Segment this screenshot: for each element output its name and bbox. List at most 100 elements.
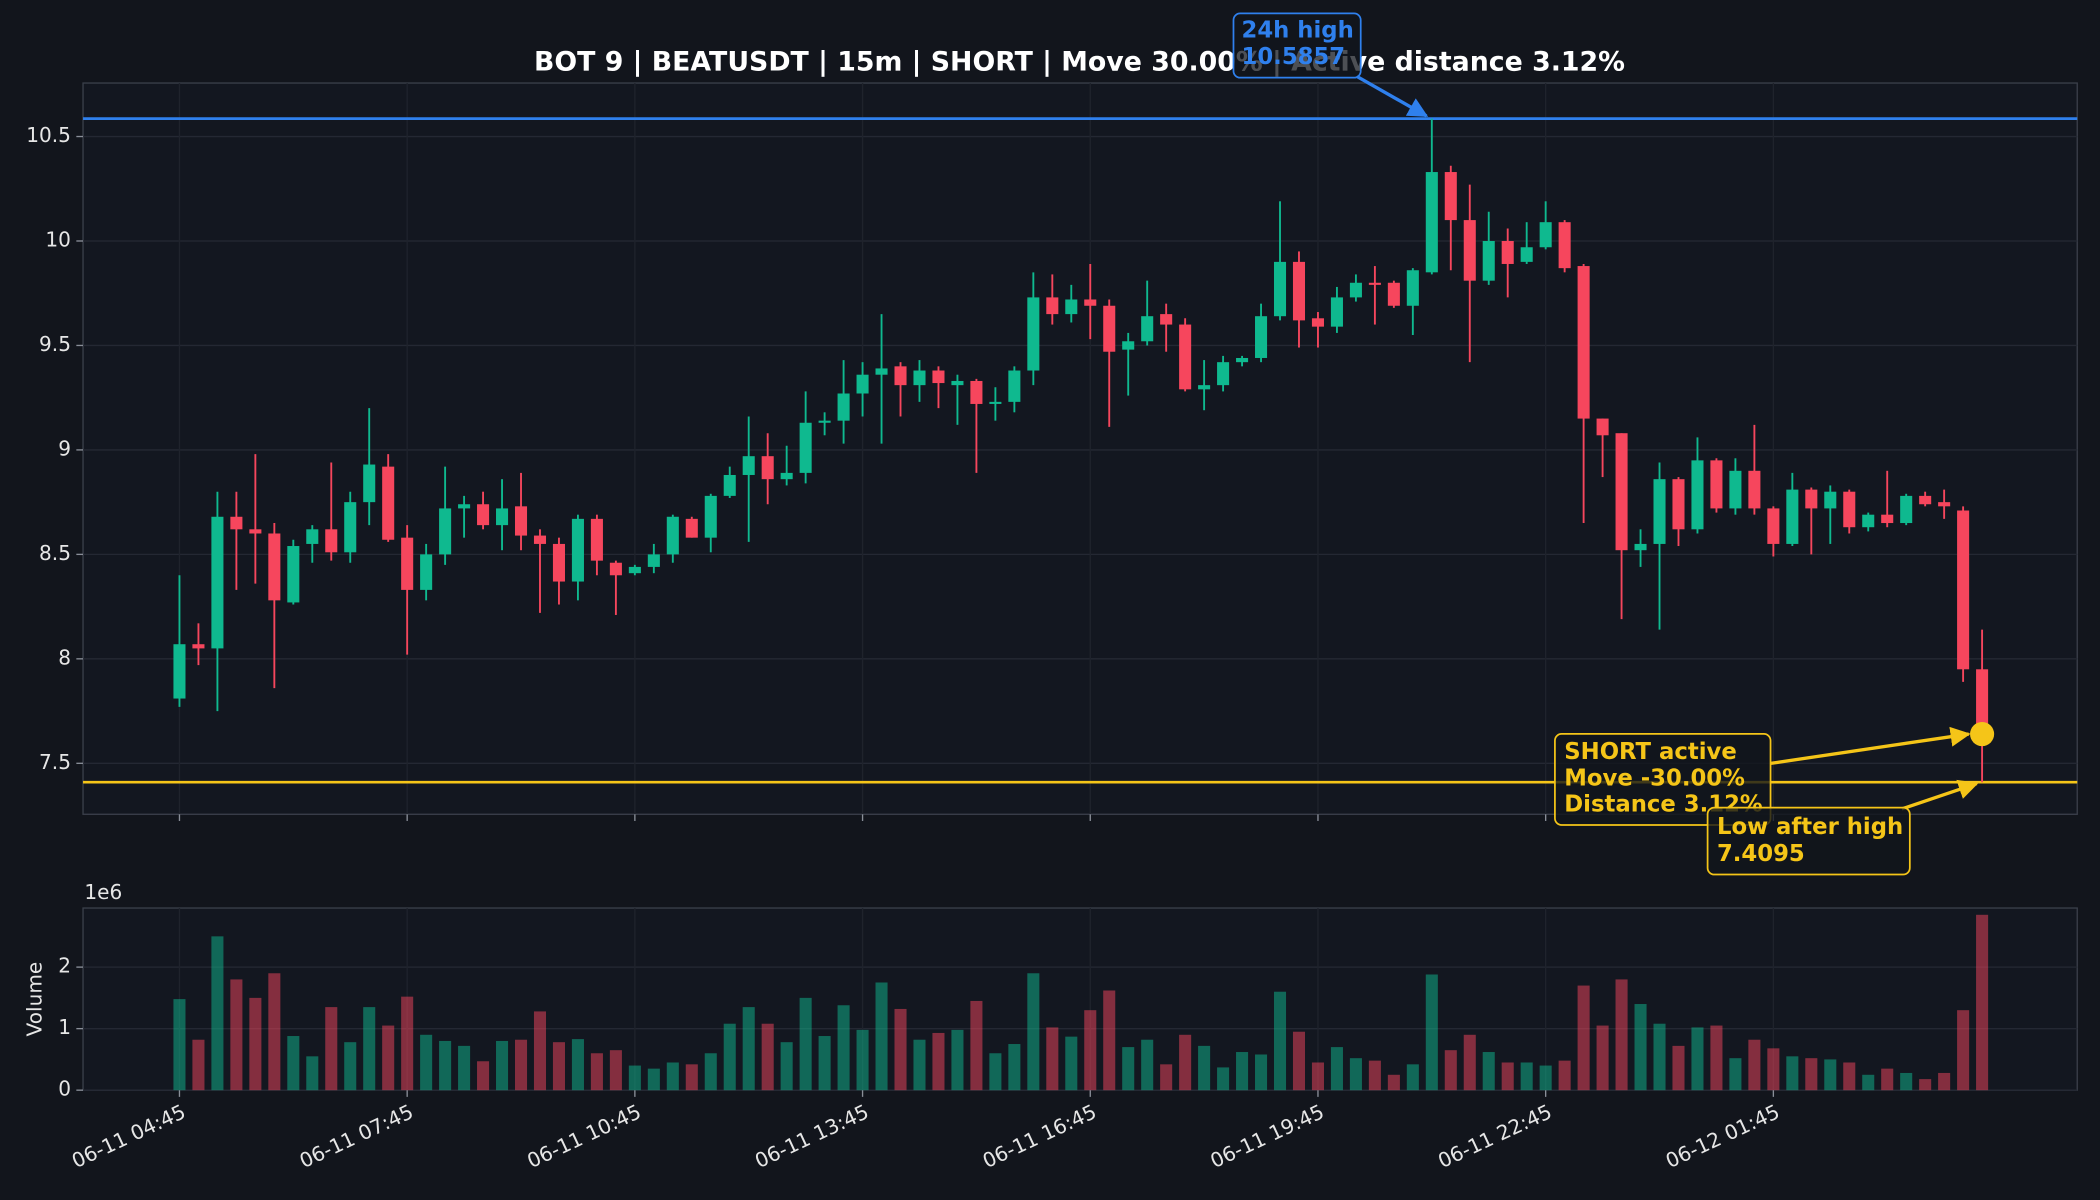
volume-bar: [1938, 1072, 1951, 1091]
candle-body: [761, 456, 774, 480]
candle-body: [1046, 297, 1059, 315]
candle-body: [818, 420, 831, 423]
volume-bar: [1065, 1036, 1078, 1091]
volume-bar: [1084, 1010, 1097, 1091]
volume-bar: [1406, 1064, 1419, 1091]
candle-body: [609, 562, 622, 576]
y-tick-label: 7.5: [39, 750, 71, 774]
candle-body: [306, 529, 319, 544]
candle-body: [420, 554, 433, 590]
volume-bar: [1349, 1058, 1362, 1091]
candle-body: [1141, 316, 1154, 342]
volume-panel: [82, 907, 2078, 1091]
volume-bar: [685, 1064, 698, 1091]
candle-body: [192, 644, 205, 649]
candle-body: [1103, 305, 1116, 352]
volume-bar: [325, 1007, 338, 1091]
volume-scale-label: 1e6: [84, 880, 122, 904]
volume-bar: [1008, 1044, 1021, 1091]
volume-bar: [1046, 1027, 1059, 1091]
annotation-label: Low after high: [1717, 814, 1903, 840]
annotation-arrow: [1901, 779, 1979, 811]
volume-bar: [571, 1039, 584, 1091]
volume-bar: [780, 1042, 793, 1091]
volume-bar: [1141, 1039, 1154, 1091]
volume-bar: [590, 1053, 603, 1091]
candle-body: [382, 466, 395, 540]
y-tick-label: 9: [58, 436, 71, 460]
y-tick-label: 9.5: [39, 332, 71, 356]
candle-body: [1349, 282, 1362, 298]
volume-bar: [173, 999, 186, 1091]
candle-body: [1330, 297, 1343, 327]
volume-bar: [723, 1023, 736, 1091]
candle-body: [1160, 314, 1173, 325]
volume-bar: [458, 1045, 471, 1091]
volume-bar: [439, 1040, 452, 1091]
volume-bar: [420, 1034, 433, 1091]
volume-bar: [1729, 1058, 1742, 1091]
y-tick-label: 2: [58, 954, 71, 978]
candle-body: [1824, 491, 1837, 509]
volume-bar: [856, 1029, 869, 1091]
y-tick-label: 1: [58, 1015, 71, 1039]
candle-body: [1862, 514, 1875, 528]
candle-body: [1653, 479, 1666, 544]
volume-bar: [1691, 1027, 1704, 1091]
candle-body: [1938, 502, 1951, 507]
volume-bar: [306, 1056, 319, 1091]
volume-bar: [1881, 1068, 1894, 1091]
candle-body: [647, 554, 660, 567]
volume-bar: [1198, 1045, 1211, 1091]
candle-body: [1273, 261, 1287, 317]
volume-bar: [1179, 1034, 1192, 1091]
volume-bar: [1900, 1072, 1913, 1091]
candle-body: [1729, 470, 1742, 509]
volume-bar: [1634, 1004, 1647, 1091]
candle-body: [268, 533, 281, 601]
candle-body: [1406, 270, 1419, 306]
candle-body: [1292, 261, 1306, 321]
volume-bar: [249, 997, 262, 1091]
candle-body: [742, 456, 755, 475]
volume-bar: [1653, 1023, 1666, 1091]
volume-bar: [1444, 1050, 1457, 1091]
y-tick-label: 10: [45, 227, 71, 251]
candle-body: [1577, 266, 1590, 419]
candle-body: [1748, 470, 1761, 509]
y-tick-label: 10.5: [26, 123, 71, 147]
volume-bar: [1710, 1025, 1723, 1091]
candle-body: [533, 535, 547, 544]
volume-bar: [1957, 1010, 1970, 1091]
candle-body: [1615, 433, 1628, 551]
volume-bar: [1463, 1034, 1476, 1091]
candle-body: [894, 366, 907, 386]
candle-body: [704, 495, 717, 538]
volume-bar: [1805, 1058, 1818, 1091]
volume-bar: [1103, 990, 1116, 1091]
candle-body: [590, 518, 603, 561]
volume-bar: [1236, 1052, 1249, 1091]
volume-bar: [1387, 1074, 1400, 1091]
volume-bar: [1273, 991, 1287, 1091]
volume-bar: [1558, 1060, 1571, 1091]
candle-body: [401, 537, 414, 590]
candle-body: [628, 566, 641, 574]
candle-body: [970, 380, 983, 404]
candle-body: [1122, 341, 1135, 350]
candle-body: [780, 472, 793, 480]
candle-body: [439, 508, 452, 555]
volume-axis-label: Volume: [23, 962, 47, 1037]
candle-body: [1881, 514, 1894, 524]
candle-body: [1236, 357, 1249, 363]
annotation-box: [1232, 12, 1362, 79]
volume-bar: [552, 1042, 565, 1091]
candle-body: [1482, 240, 1495, 281]
candle-body: [230, 516, 243, 530]
candle-body: [989, 401, 1002, 404]
volume-bar: [1255, 1054, 1268, 1091]
volume-bar: [230, 979, 243, 1091]
volume-bar: [1330, 1047, 1343, 1091]
